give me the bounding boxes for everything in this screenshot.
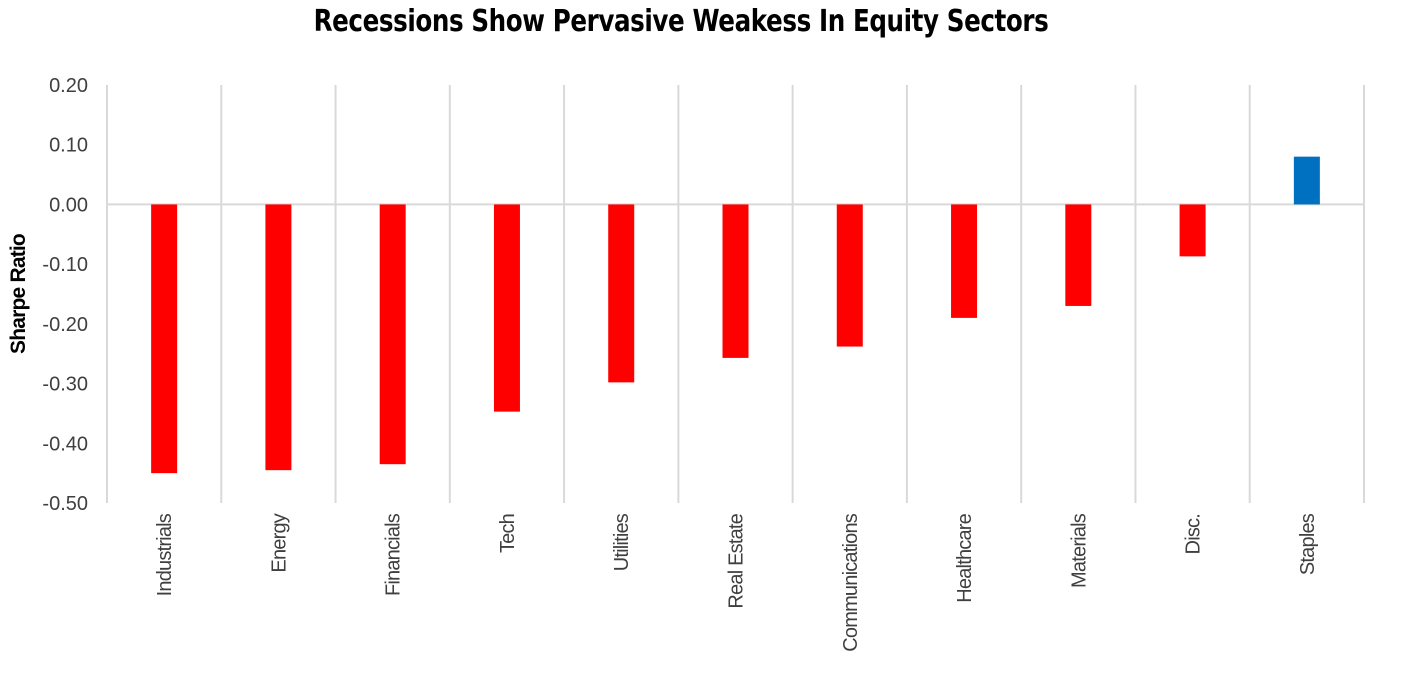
y-tick-label: -0.30: [42, 374, 88, 396]
chart-title: Recessions Show Pervasive Weakess In Equ…: [313, 4, 1049, 39]
x-tick-label: Utilities: [611, 513, 633, 571]
x-tick-label: Communications: [840, 513, 862, 652]
x-tick-label: Materials: [1068, 513, 1090, 588]
x-tick-label: Staples: [1297, 513, 1319, 575]
x-tick-label: Energy: [268, 513, 290, 572]
gridlines: [106, 85, 1365, 503]
y-tick-label: -0.10: [42, 254, 88, 276]
bar-utilities: [608, 204, 635, 383]
y-tick-label: -0.40: [42, 433, 88, 455]
y-tick-label: -0.50: [42, 493, 88, 515]
bar-energy: [265, 204, 292, 471]
bar-industrials: [151, 204, 178, 474]
x-tick-label: Healthcare: [954, 513, 976, 602]
x-axis-ticks: Industrials Energy Financials Tech Utilities…: [154, 513, 1319, 652]
y-axis-label: Sharpe Ratio: [7, 234, 30, 354]
y-tick-label: -0.20: [42, 314, 88, 336]
y-tick-label: 0.00: [49, 194, 88, 216]
bar-tech: [493, 204, 520, 412]
bar-healthcare: [951, 204, 978, 318]
bar-financials: [379, 204, 406, 465]
bar-communications: [836, 204, 863, 347]
y-axis-ticks: 0.20 0.10 0.00 -0.10 -0.20 -0.30 -0.40 -0.50: [42, 75, 88, 515]
x-tick-label: Tech: [497, 514, 519, 553]
bars: [151, 156, 1320, 474]
y-tick-label: 0.20: [49, 75, 88, 97]
x-tick-label: Real Estate: [726, 513, 748, 608]
bar-materials: [1065, 204, 1092, 306]
x-tick-label: Industrials: [154, 513, 176, 596]
bar-disc: [1179, 204, 1206, 257]
y-tick-label: 0.10: [49, 135, 88, 157]
bar-real-estate: [722, 204, 749, 358]
x-tick-label: Financials: [383, 513, 405, 596]
bar-staples: [1293, 156, 1320, 205]
x-tick-label: Disc.: [1183, 514, 1205, 554]
